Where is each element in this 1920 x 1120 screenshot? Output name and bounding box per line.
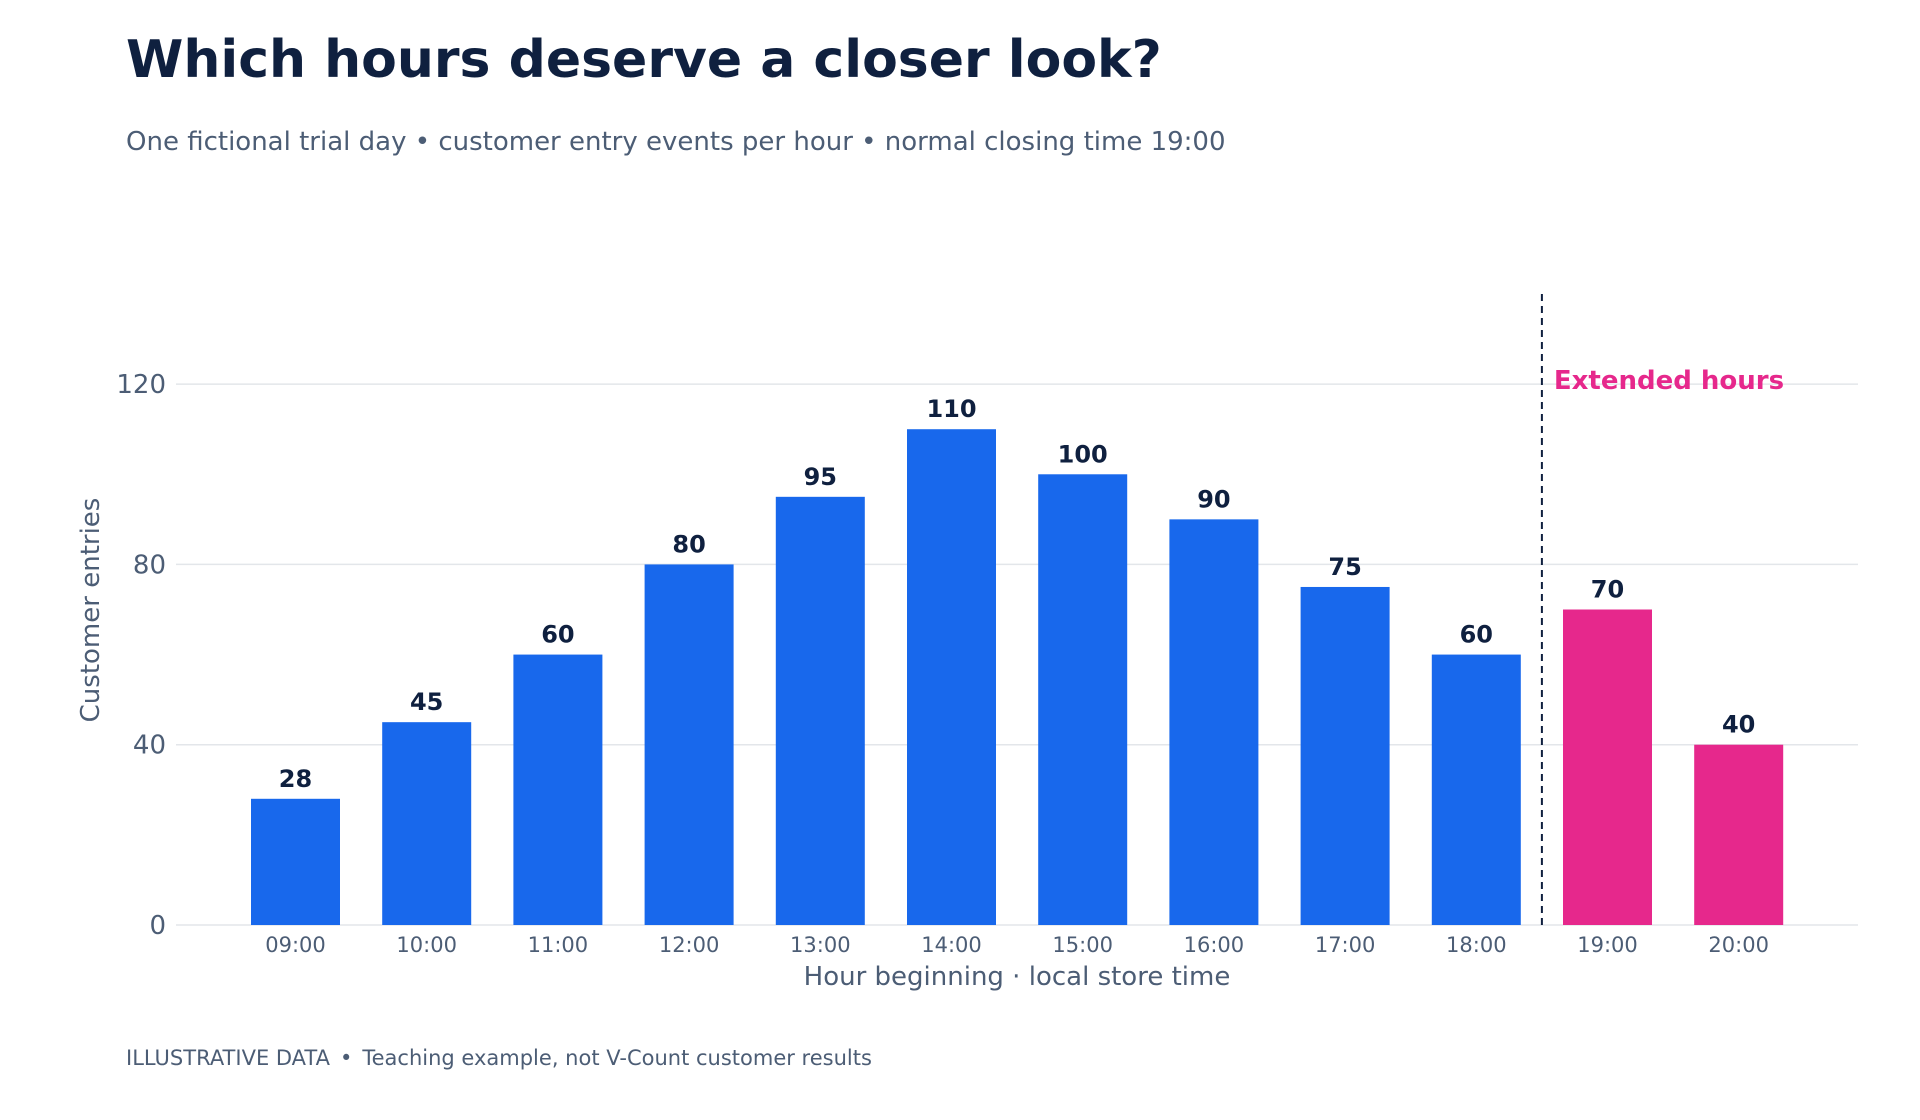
bar [382,722,472,925]
y-tick-label: 120 [116,370,166,400]
x-tick-label: 09:00 [265,933,326,957]
bar-layer [251,429,1784,925]
bar [513,654,603,925]
data-label: 60 [1460,621,1493,649]
data-label: 28 [279,765,312,793]
data-label: 70 [1591,576,1624,604]
page-subtitle: One fictional trial day • customer entry… [126,127,1226,157]
footer-note: ILLUSTRATIVE DATA • Teaching example, not … [126,1046,872,1070]
x-tick-label: 18:00 [1446,933,1507,957]
bar [1431,654,1521,925]
y-tick-label: 0 [149,911,166,941]
data-label: 100 [1058,440,1108,468]
y-axis-title: Customer entries [76,498,106,723]
y-tick-layer: 0 40 80 120 [116,370,166,941]
bar [907,429,996,925]
footer-tag: ILLUSTRATIVE DATA [126,1046,330,1070]
page-title: Which hours deserve a closer look? [126,30,1162,90]
data-label: 80 [672,530,705,558]
data-label: 40 [1722,711,1755,739]
x-tick-label: 14:00 [921,933,982,957]
bar [775,496,865,925]
x-tick-layer: 09:00 10:00 11:00 12:00 13:00 14:00 15:00 16:00… [265,933,1769,957]
footer-text: Teaching example, not V-Count customer r… [362,1046,872,1070]
y-tick-label: 80 [133,550,166,580]
bar [1694,744,1784,925]
bar [644,564,734,925]
bar [1300,586,1390,925]
y-tick-label: 40 [133,731,166,761]
x-tick-label: 10:00 [396,933,457,957]
data-label: 90 [1197,485,1230,513]
bar [1038,474,1128,925]
x-tick-label: 12:00 [659,933,720,957]
data-label: 75 [1328,553,1361,581]
bar [1169,519,1259,925]
x-tick-label: 15:00 [1052,933,1113,957]
bar [251,798,340,925]
bar [1563,609,1652,925]
data-label: 60 [541,621,574,649]
label-layer: 28 45 60 80 95 110 100 90 75 60 70 40 [279,395,1756,793]
x-tick-label: 11:00 [528,933,589,957]
x-tick-label: 13:00 [790,933,851,957]
extended-hours-annotation: Extended hours [1554,366,1784,396]
x-tick-label: 16:00 [1184,933,1245,957]
data-label: 110 [926,395,976,423]
x-tick-label: 19:00 [1577,933,1638,957]
data-label: 45 [410,688,443,716]
data-label: 95 [804,463,837,491]
x-tick-label: 20:00 [1708,933,1769,957]
x-tick-label: 17:00 [1315,933,1376,957]
x-axis-title: Hour beginning · local store time [804,962,1231,992]
footer-separator: • [339,1046,353,1070]
